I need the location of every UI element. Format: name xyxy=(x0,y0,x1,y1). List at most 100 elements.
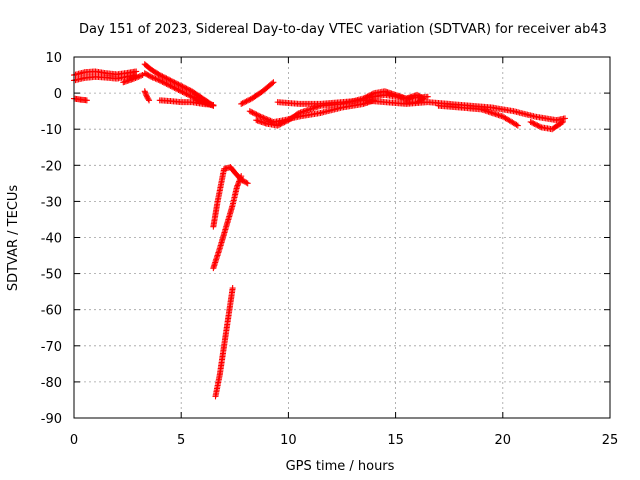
data-point xyxy=(248,108,255,115)
y-tick-label: -20 xyxy=(41,159,62,174)
data-point xyxy=(159,78,166,85)
data-point xyxy=(175,86,182,93)
data-point xyxy=(244,97,251,104)
y-tick-label: -60 xyxy=(41,304,62,319)
data-point xyxy=(369,90,376,97)
data-point xyxy=(164,81,171,88)
data-point xyxy=(152,75,159,82)
data-point xyxy=(183,85,190,92)
series-arc-c xyxy=(156,97,217,109)
data-point xyxy=(132,75,139,82)
data-point xyxy=(164,76,171,83)
data-point xyxy=(149,74,156,81)
data-point xyxy=(416,97,423,104)
data-point xyxy=(424,93,431,100)
data-point xyxy=(170,78,177,85)
data-point xyxy=(246,96,253,103)
data-point xyxy=(171,79,178,86)
data-point xyxy=(420,95,427,102)
data-point xyxy=(415,92,422,99)
data-point xyxy=(167,77,174,84)
data-point xyxy=(131,75,138,82)
series-arc-e xyxy=(210,164,251,230)
data-point xyxy=(176,82,183,89)
data-point xyxy=(159,73,166,80)
data-point xyxy=(183,91,190,98)
data-point xyxy=(135,73,142,80)
data-point xyxy=(178,88,185,95)
data-point xyxy=(175,81,182,88)
data-point xyxy=(367,92,374,99)
data-point xyxy=(253,111,260,118)
data-point xyxy=(156,72,163,79)
series-arc-f xyxy=(210,173,245,272)
y-tick-labels: 10 0 -10 -20 -30 -40 -50 -60 -70 -80 -90 xyxy=(41,51,62,427)
data-point xyxy=(192,95,199,102)
data-point xyxy=(242,98,249,105)
data-point xyxy=(184,91,191,98)
data-point xyxy=(242,178,249,185)
data-point xyxy=(229,285,236,292)
data-point xyxy=(365,92,372,99)
data-point xyxy=(143,70,150,77)
x-tick-label: 5 xyxy=(177,433,185,448)
series-arc-g xyxy=(212,285,236,400)
y-tick-label: -30 xyxy=(41,195,62,210)
data-point xyxy=(180,89,187,96)
series-arc-d1 xyxy=(238,79,277,107)
data-point xyxy=(158,78,165,85)
data-point xyxy=(168,83,175,90)
data-point xyxy=(280,119,287,126)
data-point xyxy=(278,120,285,127)
data-point xyxy=(186,86,193,93)
data-point xyxy=(146,97,153,104)
series-arc-d5 xyxy=(360,88,427,106)
x-axis-label: GPS time / hours xyxy=(286,459,395,474)
data-point xyxy=(179,88,186,95)
data-point xyxy=(170,84,177,91)
data-point xyxy=(514,122,521,129)
data-point xyxy=(146,73,153,80)
data-point xyxy=(537,123,544,130)
data-point xyxy=(535,123,542,130)
x-tick-label: 10 xyxy=(280,433,297,448)
data-point xyxy=(417,96,424,103)
data-point xyxy=(174,80,181,87)
data-point xyxy=(133,68,140,75)
data-point xyxy=(281,119,288,126)
data-point xyxy=(166,76,173,83)
data-point xyxy=(419,96,426,103)
x-tick-label: 20 xyxy=(495,433,512,448)
grid-lines xyxy=(74,57,610,418)
y-tick-label: 0 xyxy=(54,87,62,102)
y-tick-label: -50 xyxy=(41,268,62,283)
data-point xyxy=(266,117,273,124)
series-arc-a2 xyxy=(71,68,140,79)
y-tick-label: -10 xyxy=(41,123,62,138)
data-point xyxy=(254,112,261,119)
data-point xyxy=(363,94,370,101)
data-point xyxy=(243,179,250,186)
data-point xyxy=(156,77,163,84)
data-point xyxy=(529,119,536,126)
data-point xyxy=(513,121,520,128)
data-point xyxy=(269,80,276,87)
data-point xyxy=(360,95,367,102)
y-tick-label: -40 xyxy=(41,232,62,247)
data-point xyxy=(83,97,90,104)
data-point xyxy=(243,98,250,105)
y-tick-label: -80 xyxy=(41,376,62,391)
data-point xyxy=(240,99,247,106)
data-point xyxy=(561,115,568,122)
data-point xyxy=(145,72,152,79)
data-point xyxy=(174,86,181,93)
data-point xyxy=(163,75,170,82)
data-point xyxy=(530,120,537,127)
data-point xyxy=(168,78,175,85)
x-tick-label: 15 xyxy=(387,433,404,448)
data-point xyxy=(415,98,422,105)
data-point xyxy=(136,73,143,80)
data-point xyxy=(184,86,191,93)
data-point xyxy=(559,118,566,125)
x-tick-label: 25 xyxy=(602,433,619,448)
